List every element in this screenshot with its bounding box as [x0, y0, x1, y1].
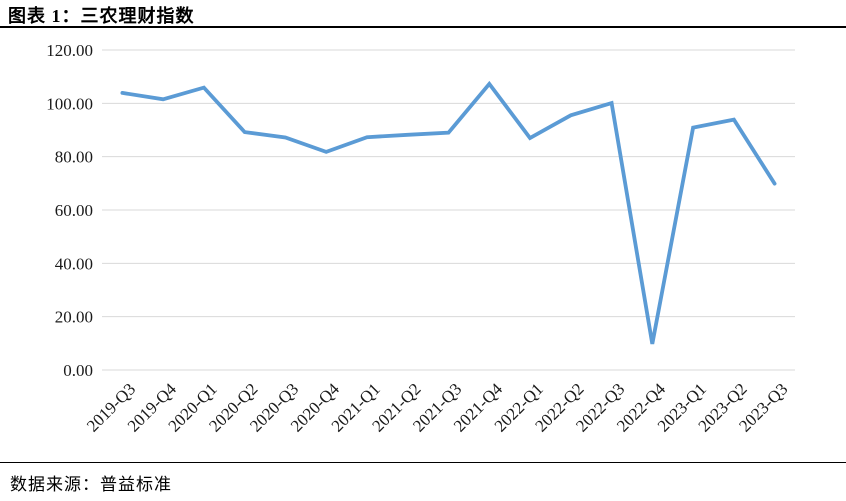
figure-title: 图表 1：三农理财指数 [8, 6, 195, 26]
y-tick-label: 100.00 [46, 94, 93, 113]
y-tick-label: 60.00 [55, 201, 93, 220]
y-tick-label: 0.00 [63, 361, 93, 380]
data-line-series [120, 80, 777, 345]
y-tick-label: 20.00 [55, 308, 93, 327]
y-tick-label: 80.00 [55, 148, 93, 167]
y-tick-label: 120.00 [46, 41, 93, 60]
footer-divider [0, 462, 846, 463]
data-source: 数据来源：普益标准 [10, 475, 172, 494]
y-tick-label: 40.00 [55, 254, 93, 273]
title-divider [0, 26, 846, 28]
